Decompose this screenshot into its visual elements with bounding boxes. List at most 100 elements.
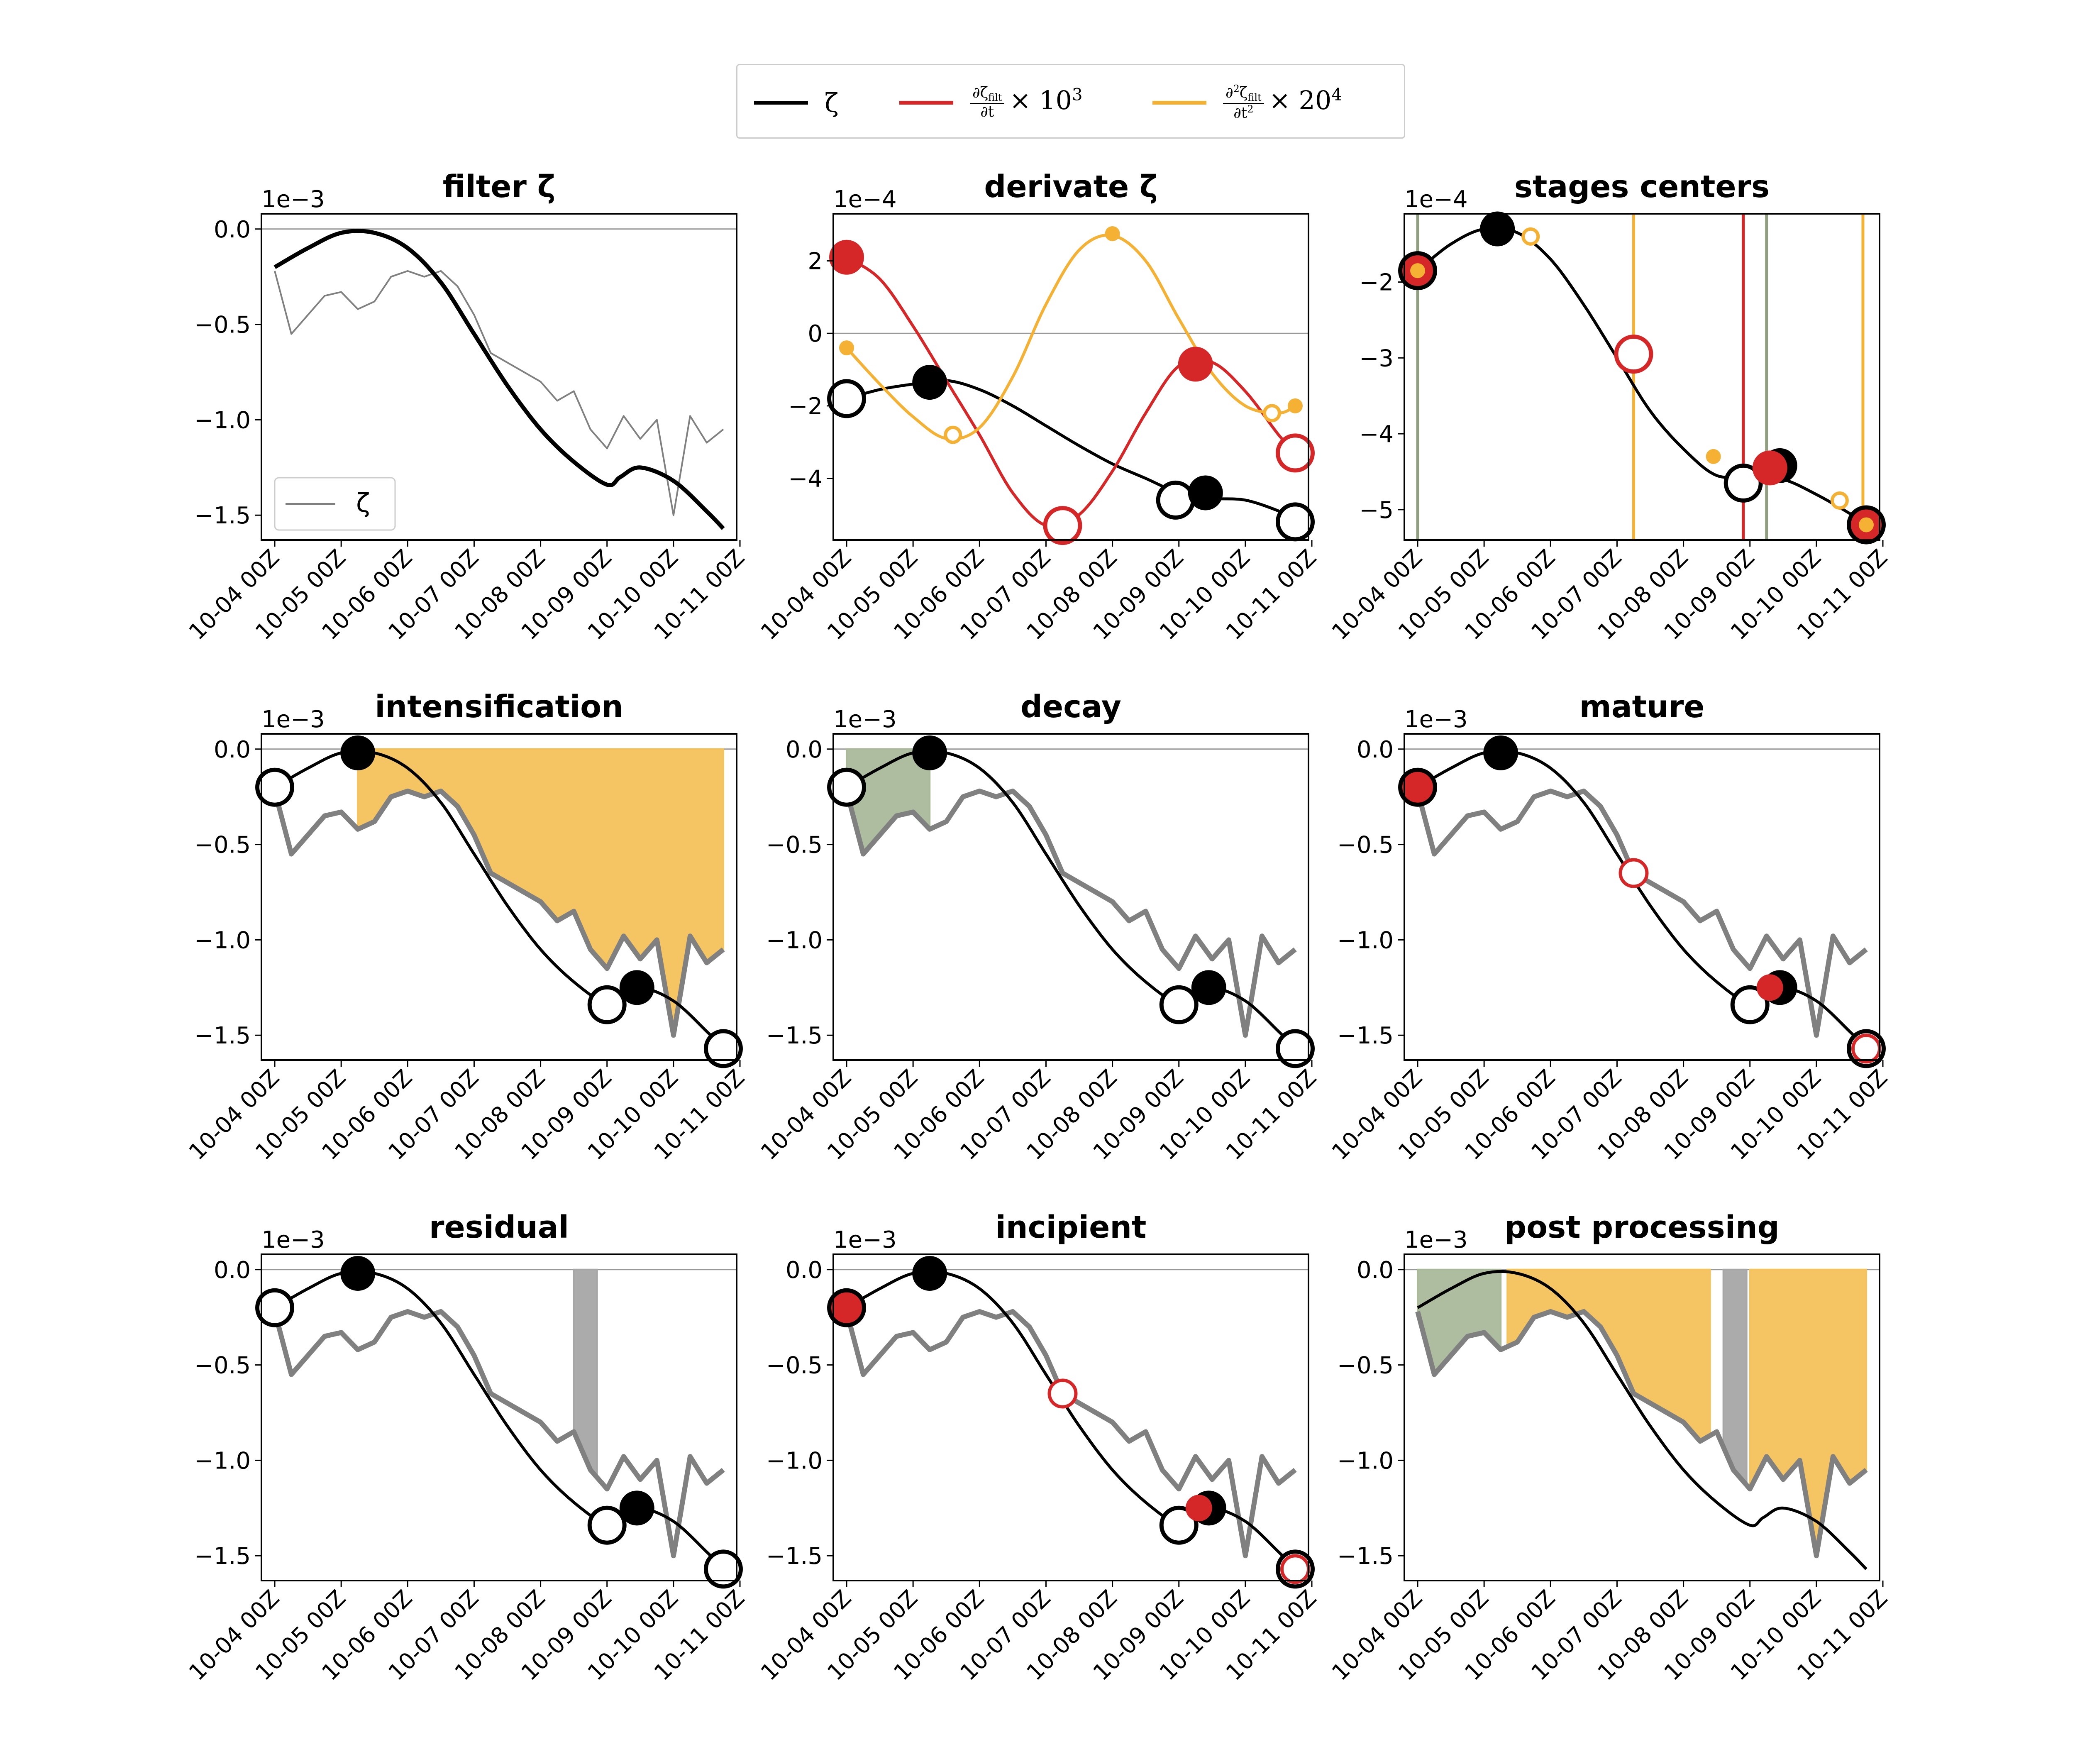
marker-trough (703, 1549, 743, 1589)
y-tick-label: −1.5 (194, 1022, 251, 1049)
marker-deriv1-min (1614, 335, 1653, 374)
y-tick-label: −0.5 (194, 1352, 251, 1379)
marker-deriv1-max (1178, 347, 1213, 382)
panel-frame (832, 1253, 1309, 1581)
marker-deriv1-max (1756, 974, 1783, 1001)
panel-frame (1404, 213, 1880, 541)
panel-plot-area (1416, 214, 1867, 540)
marker-trough (1159, 985, 1199, 1024)
y-tick-label: 0.0 (786, 1257, 823, 1284)
y-tick-label: −1.0 (194, 1447, 251, 1474)
y-tick-label: −1.5 (766, 1022, 823, 1049)
axis-offset-label: 1e−3 (1404, 706, 1468, 733)
series-filtered-zeta (274, 1270, 725, 1570)
y-tick-label: −1.5 (1337, 1543, 1394, 1570)
panel-plot-area (1404, 748, 1880, 1050)
series-filtered-zeta (1417, 749, 1868, 1050)
marker-deriv2-max (1105, 226, 1120, 242)
y-tick-label: −3 (1359, 345, 1394, 372)
marker-deriv1-min (1047, 1378, 1078, 1409)
legend-item-deriv1: ∂ζfilt ∂t × 103 (899, 65, 1082, 140)
axis-offset-label: 1e−3 (1404, 1226, 1468, 1253)
marker-peak (340, 1256, 376, 1291)
panel-frame (832, 733, 1309, 1061)
y-tick-label: −1.0 (194, 407, 251, 434)
marker-deriv2-min (1262, 404, 1281, 423)
y-tick-label: 0.0 (214, 736, 251, 763)
marker-deriv2-max (839, 340, 854, 356)
legend-label-deriv1: ∂ζfilt ∂t × 103 (970, 85, 1082, 120)
axis-offset-label: 1e−3 (261, 1226, 325, 1253)
y-tick-label: 0.0 (214, 1257, 251, 1284)
y-tick-label: −0.5 (766, 1352, 823, 1379)
panel-plot-area (261, 748, 737, 1050)
legend-line-zeta (754, 100, 808, 105)
marker-peak (912, 735, 947, 770)
marker-trough (827, 767, 867, 807)
legend-label-zeta: ζ (825, 87, 839, 118)
panel-plot-area (833, 234, 1308, 528)
marker-peak (1483, 735, 1518, 770)
marker-deriv1-max (827, 1288, 867, 1327)
panel-title: filter ζ (443, 169, 556, 205)
series-filtered-zeta (1417, 1270, 1868, 1570)
y-tick-label: 0.0 (1357, 1257, 1394, 1284)
axis-offset-label: 1e−4 (833, 186, 897, 213)
axis-offset-label: 1e−3 (261, 186, 325, 213)
marker-trough (587, 1505, 627, 1545)
legend-item-zeta: ζ (754, 65, 839, 140)
panel-plot-area (833, 748, 1308, 1050)
marker-deriv2-min (1830, 491, 1849, 510)
marker-peak (1191, 970, 1226, 1005)
marker-trough (587, 985, 627, 1024)
panel-frame (261, 213, 737, 541)
y-tick-label: −0.5 (1337, 1352, 1394, 1379)
series-raw-zeta (272, 788, 725, 1038)
panel-legend-label: ζ (356, 488, 370, 518)
series-raw-zeta (844, 788, 1297, 1038)
y-tick-label: −0.5 (1337, 832, 1394, 859)
series-raw-zeta (272, 1309, 725, 1559)
series-filtered-zeta (846, 1270, 1296, 1570)
series-raw-zeta (844, 1309, 1297, 1559)
marker-peak (619, 1490, 654, 1526)
marker-deriv1-min (1275, 433, 1315, 473)
panel-frame (1404, 1253, 1880, 1581)
axis-offset-label: 1e−3 (833, 1226, 897, 1253)
y-tick-label: −1.5 (194, 1543, 251, 1570)
marker-trough (827, 379, 867, 418)
marker-trough (1159, 1505, 1199, 1545)
series-zeta (846, 379, 1296, 522)
panel-title: intensification (375, 689, 623, 725)
y-tick-label: 0 (808, 320, 823, 347)
marker-trough (1275, 502, 1315, 542)
series-raw-zeta (274, 270, 724, 516)
shaded-range-intensification (1506, 1268, 1711, 1443)
panel-title: residual (429, 1209, 569, 1245)
marker-trough (1730, 985, 1770, 1024)
panel-title: mature (1579, 689, 1705, 725)
legend-line-deriv1 (899, 100, 953, 105)
marker-trough (703, 1029, 743, 1068)
marker-deriv1-min (1618, 858, 1649, 888)
shaded-range-residual (573, 1268, 598, 1480)
figure-legend: ζ ∂ζfilt ∂t × 103 ∂2ζfilt ∂t2 × 204 (736, 64, 1405, 139)
marker-deriv1-min (1280, 1554, 1310, 1584)
marker-trough (1723, 463, 1763, 503)
marker-deriv2-min (944, 425, 962, 444)
marker-deriv1-max (1185, 1495, 1212, 1522)
series-deriv2 (845, 234, 1296, 441)
panel-title: decay (1020, 689, 1121, 725)
series-filtered-zeta (273, 229, 725, 530)
panel-title: derivate ζ (984, 169, 1157, 205)
panel-frame (1404, 733, 1880, 1061)
y-tick-label: −1.5 (1337, 1022, 1394, 1049)
marker-peak (912, 365, 947, 400)
legend-line-deriv2 (1152, 100, 1206, 105)
